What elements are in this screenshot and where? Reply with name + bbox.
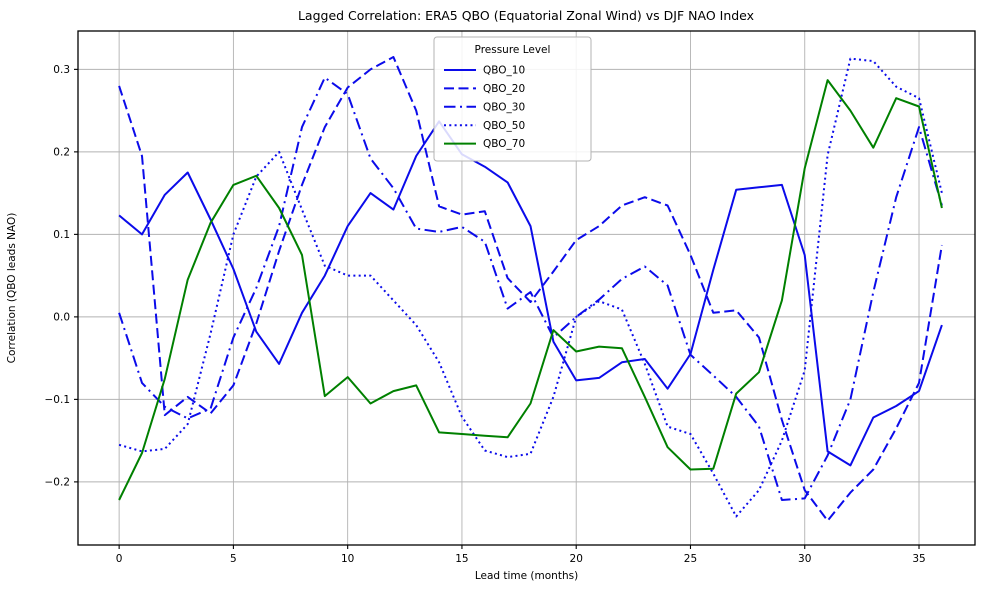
x-tick-label: 30 [798, 553, 811, 565]
legend-label: QBO_70 [483, 138, 525, 150]
x-tick-label: 35 [912, 553, 925, 565]
y-tick-label: −0.2 [45, 476, 71, 488]
y-tick-label: 0.3 [53, 64, 70, 76]
y-tick-label: 0.2 [53, 146, 70, 158]
legend-label: QBO_20 [483, 83, 525, 95]
x-axis-label: Lead time (months) [474, 570, 579, 582]
x-tick-label: 0 [116, 553, 123, 565]
y-tick-label: 0.0 [53, 311, 70, 323]
legend-box [433, 36, 592, 162]
series-line-QBO_70 [118, 79, 943, 501]
legend-label: QBO_10 [483, 65, 525, 77]
plot-border [77, 30, 976, 546]
x-tick-label: 25 [684, 553, 697, 565]
y-tick-label: −0.1 [45, 394, 71, 406]
legend-label: QBO_50 [483, 120, 525, 132]
x-tick-label: 5 [230, 553, 237, 565]
series-line-QBO_10 [118, 120, 943, 467]
series-line-QBO_20 [118, 56, 943, 522]
x-tick-label: 15 [455, 553, 468, 565]
x-tick-label: 20 [570, 553, 583, 565]
chart-title: Lagged Correlation: ERA5 QBO (Equatorial… [297, 8, 755, 23]
y-tick-label: 0.1 [53, 229, 70, 241]
legend-label: QBO_30 [483, 101, 525, 113]
legend-title: Pressure Level [475, 44, 551, 56]
y-axis-label: Correlation (QBO leads NAO) [6, 212, 18, 364]
x-tick-label: 10 [341, 553, 354, 565]
series-line-QBO_30 [118, 76, 943, 501]
